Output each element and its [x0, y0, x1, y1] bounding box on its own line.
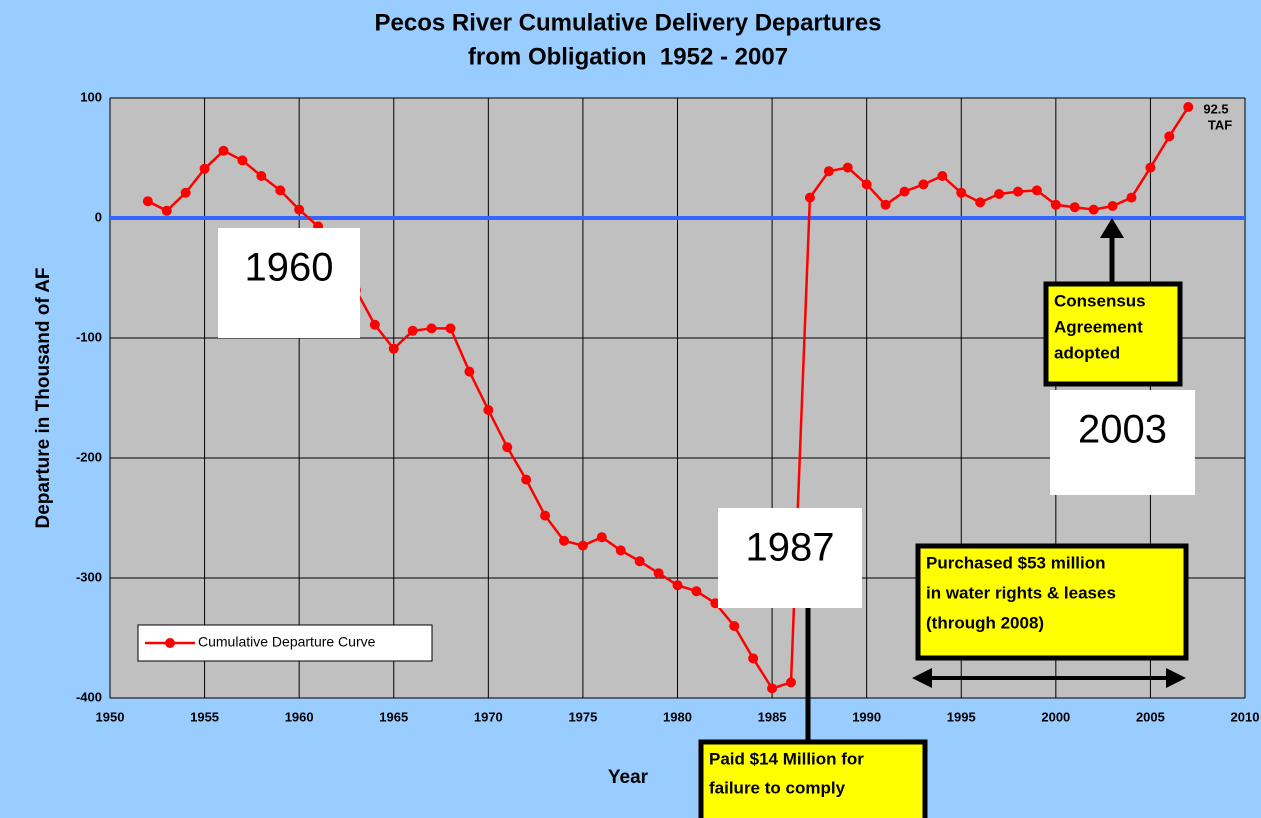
- chart: Pecos River Cumulative Delivery Departur…: [0, 0, 1261, 818]
- data-point: [900, 187, 910, 197]
- x-tick-label: 1950: [96, 709, 125, 724]
- data-point: [370, 320, 380, 330]
- data-point: [275, 185, 285, 195]
- annotation-text: in water rights & leases: [926, 583, 1116, 602]
- data-point: [1051, 200, 1061, 210]
- y-tick-label: -200: [76, 449, 102, 464]
- data-point: [729, 621, 739, 631]
- data-point: [843, 163, 853, 173]
- annotation-text: 92.5: [1203, 101, 1228, 116]
- annotation-text: Consensus: [1054, 291, 1146, 310]
- annotation-text: TAF: [1208, 117, 1232, 132]
- legend-swatch-point: [165, 638, 175, 648]
- data-point: [143, 196, 153, 206]
- data-point: [1013, 187, 1023, 197]
- annotation-text: 1987: [746, 526, 835, 570]
- data-point: [862, 179, 872, 189]
- data-point: [673, 580, 683, 590]
- annotation-text: failure to comply: [709, 778, 846, 797]
- y-tick-label: -400: [76, 689, 102, 704]
- annotation-text: Paid $14 Million for: [709, 749, 864, 768]
- x-tick-label: 2010: [1231, 709, 1260, 724]
- data-point: [200, 164, 210, 174]
- x-tick-label: 1985: [758, 709, 787, 724]
- data-point: [389, 344, 399, 354]
- data-point: [975, 197, 985, 207]
- data-point: [824, 166, 834, 176]
- data-point: [256, 171, 266, 181]
- data-point: [559, 536, 569, 546]
- x-tick-label: 1955: [190, 709, 219, 724]
- x-tick-label: 1970: [474, 709, 503, 724]
- data-point: [181, 188, 191, 198]
- data-point: [1145, 163, 1155, 173]
- x-tick-label: 2005: [1136, 709, 1165, 724]
- annotation-text: Purchased $53 million: [926, 553, 1106, 572]
- data-point: [446, 323, 456, 333]
- data-point: [1183, 102, 1193, 112]
- data-point: [162, 206, 172, 216]
- y-tick-label: 100: [80, 89, 102, 104]
- data-point: [805, 193, 815, 203]
- data-point: [1070, 202, 1080, 212]
- data-point: [956, 188, 966, 198]
- annotation-text: adopted: [1054, 343, 1120, 362]
- x-tick-label: 1960: [285, 709, 314, 724]
- data-point: [691, 586, 701, 596]
- data-point: [994, 189, 1004, 199]
- y-axis-label: Departure in Thousand of AF: [33, 267, 54, 528]
- data-point: [616, 545, 626, 555]
- data-point: [464, 367, 474, 377]
- x-tick-label: 2000: [1041, 709, 1070, 724]
- data-point: [502, 442, 512, 452]
- data-point: [1089, 205, 1099, 215]
- x-tick-label: 1975: [568, 709, 597, 724]
- data-point: [237, 155, 247, 165]
- data-point: [786, 677, 796, 687]
- annotation-text: 1960: [245, 246, 334, 290]
- data-point: [1108, 201, 1118, 211]
- x-tick-label: 1995: [947, 709, 976, 724]
- annotation-text: Agreement: [1054, 317, 1143, 336]
- data-point: [767, 683, 777, 693]
- y-tick-label: -300: [76, 569, 102, 584]
- data-point: [483, 405, 493, 415]
- data-point: [578, 541, 588, 551]
- x-tick-label: 1980: [663, 709, 692, 724]
- chart-title: Pecos River Cumulative Delivery Departur…: [375, 9, 882, 36]
- data-point: [1164, 131, 1174, 141]
- data-point: [427, 323, 437, 333]
- data-point: [219, 146, 229, 156]
- x-axis-label: Year: [608, 767, 649, 788]
- data-point: [881, 200, 891, 210]
- y-tick-label: -100: [76, 329, 102, 344]
- data-point: [918, 179, 928, 189]
- data-point: [540, 511, 550, 521]
- x-tick-label: 1990: [852, 709, 881, 724]
- data-point: [597, 532, 607, 542]
- data-point: [748, 653, 758, 663]
- y-tick-label: 0: [95, 209, 102, 224]
- legend-label: Cumulative Departure Curve: [198, 634, 376, 650]
- data-point: [1032, 185, 1042, 195]
- data-point: [1127, 193, 1137, 203]
- data-point: [294, 205, 304, 215]
- data-point: [937, 171, 947, 181]
- x-tick-label: 1965: [379, 709, 408, 724]
- chart-subtitle: from Obligation 1952 - 2007: [468, 43, 788, 70]
- data-point: [635, 556, 645, 566]
- annotation-text: (through 2008): [926, 613, 1044, 632]
- annotation-text: 2003: [1078, 408, 1167, 452]
- data-point: [654, 568, 664, 578]
- data-point: [521, 475, 531, 485]
- data-point: [408, 326, 418, 336]
